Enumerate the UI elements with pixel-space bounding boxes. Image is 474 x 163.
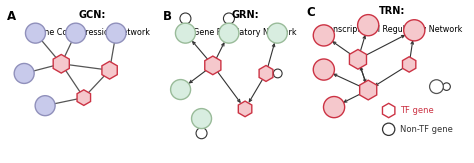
Circle shape [219, 23, 239, 43]
Circle shape [171, 80, 191, 100]
Polygon shape [402, 57, 416, 72]
Polygon shape [259, 66, 273, 82]
Circle shape [323, 96, 345, 118]
Circle shape [106, 23, 126, 43]
Circle shape [175, 23, 195, 43]
Circle shape [191, 109, 211, 129]
Circle shape [313, 59, 335, 80]
Text: TRN:: TRN: [379, 6, 405, 16]
Text: TF gene: TF gene [400, 106, 434, 115]
Text: Transcriptional Regulatory Network: Transcriptional Regulatory Network [321, 25, 463, 34]
Circle shape [26, 23, 46, 43]
Polygon shape [238, 101, 252, 117]
Text: GCN:: GCN: [78, 10, 106, 20]
Circle shape [267, 23, 287, 43]
Circle shape [35, 96, 55, 116]
Circle shape [404, 20, 425, 41]
Text: C: C [307, 6, 316, 19]
Polygon shape [53, 54, 69, 73]
Polygon shape [77, 90, 91, 105]
Text: B: B [163, 10, 172, 23]
Circle shape [357, 15, 379, 36]
Text: Non-TF gene: Non-TF gene [400, 125, 453, 134]
Circle shape [429, 80, 443, 94]
Text: GRN:: GRN: [231, 10, 259, 20]
Circle shape [313, 25, 335, 46]
Circle shape [66, 23, 86, 43]
Polygon shape [349, 49, 366, 69]
Circle shape [383, 123, 395, 135]
Polygon shape [205, 56, 221, 75]
Text: Gene Regulatory Network: Gene Regulatory Network [193, 28, 297, 37]
Polygon shape [102, 61, 117, 79]
Polygon shape [360, 80, 377, 100]
Circle shape [14, 63, 34, 83]
Text: A: A [7, 10, 16, 23]
Text: Gene Co-expression Network: Gene Co-expression Network [33, 28, 150, 37]
Polygon shape [383, 103, 395, 118]
